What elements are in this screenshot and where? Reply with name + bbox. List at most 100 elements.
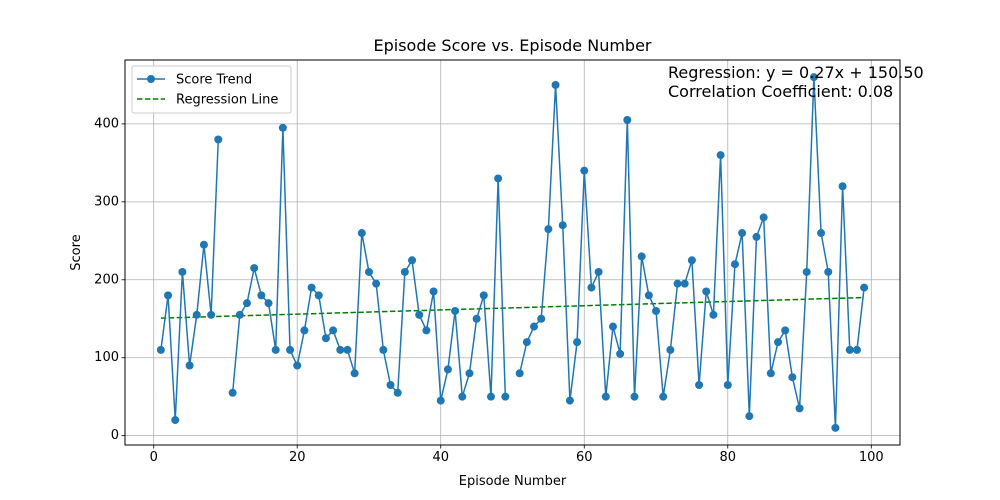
score-point: [171, 416, 180, 425]
score-point: [386, 380, 395, 389]
score-point: [637, 252, 646, 261]
score-point: [242, 299, 251, 308]
score-point: [616, 349, 625, 358]
correlation-annotation: Correlation Coefficient: 0.08: [668, 82, 893, 101]
score-point: [479, 291, 488, 300]
score-point: [809, 73, 818, 82]
score-point: [501, 392, 510, 401]
x-axis-title: Episode Number: [459, 474, 567, 489]
score-point: [443, 365, 452, 374]
score-point: [558, 221, 567, 230]
score-point: [817, 229, 826, 238]
score-point: [730, 260, 739, 269]
score-point: [156, 345, 165, 354]
y-tick-label: 300: [94, 194, 119, 209]
score-point: [178, 267, 187, 276]
y-axis-title: Score: [69, 234, 84, 270]
chart-title: Episode Score vs. Episode Number: [374, 36, 652, 55]
legend-label-score-trend: Score Trend: [176, 73, 252, 88]
score-point: [436, 396, 445, 405]
score-point: [451, 306, 460, 315]
score-point: [458, 392, 467, 401]
score-point: [494, 174, 503, 183]
score-point: [845, 345, 854, 354]
x-tick-label: 20: [289, 450, 306, 465]
score-point: [415, 310, 424, 319]
score-point: [372, 279, 381, 288]
score-point: [644, 291, 653, 300]
score-point: [286, 345, 295, 354]
score-point: [774, 338, 783, 347]
score-point: [264, 299, 273, 308]
score-point: [164, 291, 173, 300]
score-point: [687, 256, 696, 265]
score-point: [408, 256, 417, 265]
score-point: [329, 326, 338, 335]
x-tick-label: 40: [432, 450, 449, 465]
score-point: [393, 388, 402, 397]
x-tick-label: 80: [720, 450, 737, 465]
score-point: [530, 322, 539, 331]
regression-annotation: Regression: y = 0.27x + 150.50: [668, 63, 924, 82]
score-point: [235, 310, 244, 319]
score-point: [659, 392, 668, 401]
score-point: [695, 380, 704, 389]
plot-frame: [124, 59, 901, 446]
score-point: [795, 404, 804, 413]
score-point: [364, 267, 373, 276]
score-point: [537, 314, 546, 323]
score-point: [400, 267, 409, 276]
legend: Score Trend Regression Line: [131, 65, 292, 114]
score-point: [723, 380, 732, 389]
score-point: [336, 345, 345, 354]
score-point: [766, 369, 775, 378]
score-point: [515, 369, 524, 378]
score-point: [544, 225, 553, 234]
y-tick-label: 200: [94, 272, 119, 287]
score-point: [422, 326, 431, 335]
score-point: [702, 287, 711, 296]
score-point: [486, 392, 495, 401]
score-point: [601, 392, 610, 401]
score-point: [709, 310, 718, 319]
score-point: [551, 80, 560, 89]
score-point: [314, 291, 323, 300]
score-point: [573, 338, 582, 347]
legend-box: [131, 65, 292, 114]
score-point: [278, 123, 287, 132]
score-point: [321, 334, 330, 343]
score-point: [207, 310, 216, 319]
x-tick-label: 0: [150, 450, 158, 465]
axis-ticks: 0 20 40 60 80 100 0 100 200 300 400: [94, 116, 884, 465]
score-point: [192, 310, 201, 319]
score-point: [465, 369, 474, 378]
score-point: [228, 388, 237, 397]
score-point: [257, 291, 266, 300]
score-point: [293, 361, 302, 370]
y-tick-label: 400: [94, 116, 119, 131]
score-point: [781, 326, 790, 335]
score-point: [788, 373, 797, 382]
y-tick-label: 0: [111, 428, 119, 443]
score-point: [666, 345, 675, 354]
score-point: [759, 213, 768, 222]
score-point: [824, 267, 833, 276]
score-point: [831, 423, 840, 432]
score-point: [594, 267, 603, 276]
score-point: [716, 151, 725, 160]
x-tick-label: 100: [859, 450, 884, 465]
regression-line: [160, 296, 865, 319]
score-point: [522, 338, 531, 347]
score-point: [623, 116, 632, 125]
score-point: [630, 392, 639, 401]
score-point: [652, 306, 661, 315]
score-point: [357, 229, 366, 238]
score-point: [565, 396, 574, 405]
score-point: [199, 240, 208, 249]
score-point: [307, 283, 316, 292]
regression-line-layer: [160, 296, 865, 319]
score-point: [608, 322, 617, 331]
x-tick-label: 60: [576, 450, 593, 465]
score-point: [852, 345, 861, 354]
